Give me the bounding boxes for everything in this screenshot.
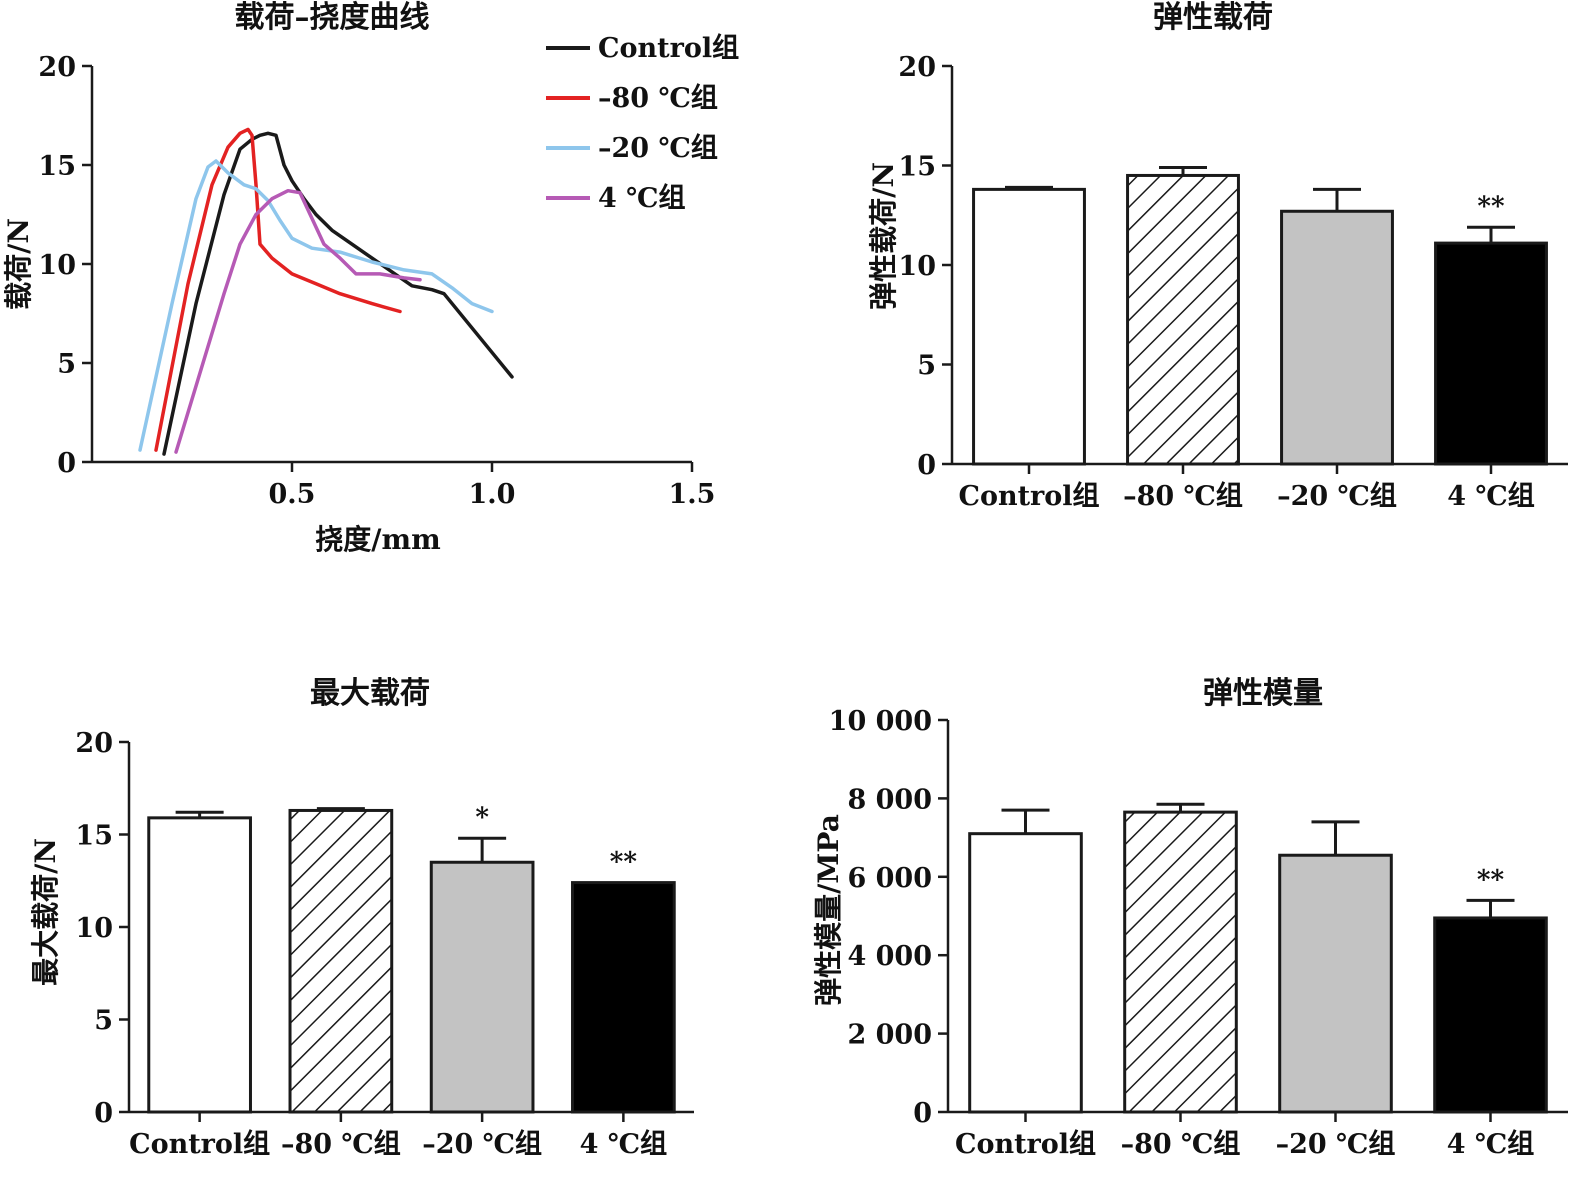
x-tick-label: –20 ℃组: [422, 1128, 542, 1160]
significance-label: **: [610, 848, 638, 878]
x-tick-label: –80 ℃组: [281, 1128, 401, 1160]
y-tick-label: 5: [94, 1006, 113, 1037]
bar-0: [968, 832, 1083, 1114]
chart-title: 弹性模量: [1203, 676, 1323, 711]
x-tick-label: 0.5: [269, 479, 316, 510]
x-tick-label: 4 ℃组: [1447, 480, 1535, 512]
y-tick-label: 0: [917, 450, 936, 481]
y-axis-label: 最大载荷/N: [29, 838, 62, 986]
y-tick-label: 15: [38, 151, 76, 182]
series-line-3: [174, 188, 422, 454]
plot-area: 0 2 000 4 000 6 000 8 000 10 000 Control组 –80 ℃…: [829, 706, 1568, 1160]
bar-2: [429, 860, 535, 1114]
chart-elastic-modulus: 弹性模量 弹性模量/MPa 0 2 000 4 000 6 000 8 000 10 00…: [812, 676, 1568, 1160]
y-tick-label: 5: [57, 349, 76, 380]
y-tick-label: 8 000: [847, 784, 932, 815]
y-tick-label: 15: [898, 152, 936, 183]
y-tick-label: 6 000: [847, 863, 932, 894]
x-tick-label: 1.0: [469, 479, 516, 510]
y-axis-label: 弹性载荷/N: [867, 162, 900, 310]
plot-area: 0 5 10 15 20 0.5 1.0 1.5: [38, 52, 715, 510]
x-tick-label: –20 ℃组: [1276, 1128, 1396, 1160]
x-tick-label: Control组: [955, 1128, 1096, 1160]
legend-label-2: –20 ℃组: [598, 132, 718, 164]
bar-1: [1126, 173, 1240, 466]
significance-label: **: [1477, 865, 1505, 895]
chart-max-load: 最大载荷 最大载荷/N 0 5 10 15 20 Control组 –80 ℃组 * –20 ℃…: [29, 676, 694, 1160]
plot-area: 0 5 10 15 20 Control组 –80 ℃组 * –20 ℃组 ** 4 ℃组: [75, 728, 694, 1160]
x-axis-label: 挠度/mm: [315, 523, 440, 556]
x-tick-label: 4 ℃组: [580, 1128, 668, 1160]
bar-0: [147, 816, 252, 1114]
chart-load-deflection: 载荷–挠度曲线 载荷/N 挠度/mm 0 5 10 15 20 0.5 1.0 1.5 Con…: [2, 0, 739, 556]
y-tick-label: 10 000: [829, 706, 932, 737]
bar-3: [1434, 241, 1548, 466]
series-line-2: [138, 159, 494, 452]
y-axis-label: 弹性模量/MPa: [812, 814, 845, 1006]
legend-label-3: 4 ℃组: [598, 182, 686, 214]
x-tick-label: Control组: [129, 1128, 270, 1160]
y-tick-label: 5: [917, 351, 936, 382]
x-tick-label: 1.5: [669, 479, 716, 510]
bar-1: [1123, 810, 1238, 1114]
chart-elastic-load: 弹性载荷 弹性载荷/N 0 5 10 15 20 Control组 –80 ℃组 –20 ℃组…: [867, 0, 1568, 512]
chart-title: 载荷–挠度曲线: [235, 0, 430, 35]
y-tick-label: 20: [75, 728, 113, 759]
bar-3: [1433, 916, 1548, 1114]
series-line-0: [162, 131, 514, 456]
bar-2: [1280, 209, 1394, 466]
plot-area: 0 5 10 15 20 Control组 –80 ℃组 –20 ℃组 ** 4 ℃组: [898, 52, 1568, 512]
y-tick-label: 20: [38, 52, 76, 83]
bar-1: [288, 808, 394, 1114]
x-tick-label: –80 ℃组: [1123, 480, 1243, 512]
y-tick-label: 10: [898, 251, 936, 282]
y-tick-label: 15: [75, 821, 113, 852]
y-tick-label: 0: [94, 1098, 113, 1129]
y-tick-label: 0: [57, 448, 76, 479]
y-tick-label: 20: [898, 52, 936, 83]
x-tick-label: –20 ℃组: [1277, 480, 1397, 512]
y-tick-label: 0: [913, 1098, 932, 1129]
bar-0: [972, 187, 1086, 466]
legend-label-1: –80 ℃组: [598, 82, 718, 114]
x-tick-label: –80 ℃组: [1121, 1128, 1241, 1160]
series-line-1: [154, 127, 402, 452]
chart-title: 弹性载荷: [1153, 0, 1273, 35]
y-tick-label: 4 000: [847, 941, 932, 972]
bar-3: [571, 881, 676, 1114]
bar-2: [1278, 853, 1393, 1114]
chart-title: 最大载荷: [310, 676, 430, 711]
y-tick-label: 2 000: [847, 1020, 932, 1051]
x-tick-label: Control组: [958, 480, 1099, 512]
significance-label: *: [475, 803, 489, 833]
y-axis-label: 载荷/N: [2, 218, 35, 310]
legend: Control组 –80 ℃组 –20 ℃组 4 ℃组: [546, 32, 739, 214]
y-tick-label: 10: [38, 250, 76, 281]
y-tick-label: 10: [75, 913, 113, 944]
significance-label: **: [1477, 192, 1505, 222]
legend-label-0: Control组: [598, 32, 739, 64]
x-tick-label: 4 ℃组: [1447, 1128, 1535, 1160]
